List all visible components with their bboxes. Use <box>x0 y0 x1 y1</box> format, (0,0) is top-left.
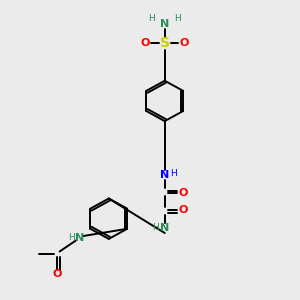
Text: H: H <box>175 14 181 23</box>
Text: N: N <box>160 223 169 233</box>
Text: O: O <box>178 188 188 198</box>
Text: O: O <box>52 269 62 279</box>
Text: H: H <box>69 233 75 242</box>
Text: O: O <box>141 38 150 48</box>
Text: N: N <box>160 19 169 29</box>
Text: H: H <box>170 169 177 178</box>
Text: O: O <box>179 38 188 48</box>
Text: O: O <box>178 205 188 215</box>
Text: H: H <box>148 14 155 23</box>
Text: N: N <box>75 233 84 243</box>
Text: S: S <box>160 36 170 50</box>
Text: H: H <box>152 224 159 232</box>
Text: N: N <box>160 170 169 180</box>
